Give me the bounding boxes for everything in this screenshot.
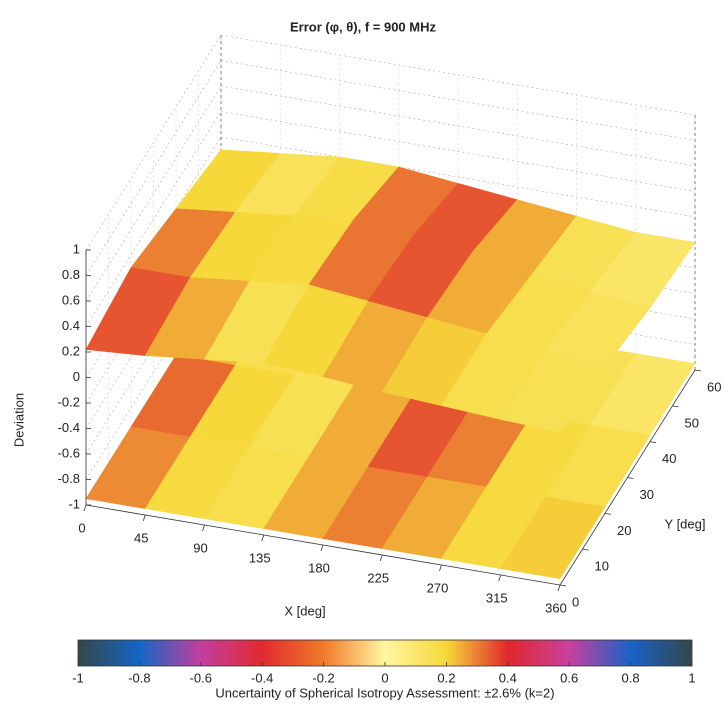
x-tick-label: 225 — [367, 570, 389, 585]
z-tick-label: 0.2 — [62, 343, 80, 358]
x-tick-label: 45 — [134, 530, 148, 545]
y-tick-label: 40 — [662, 451, 676, 466]
x-tick-label: 90 — [193, 540, 207, 555]
colorbar-tick-label: 0.4 — [499, 670, 517, 685]
colorbar-tick-label: 0 — [381, 670, 388, 685]
x-tick — [142, 514, 146, 522]
x-tick — [498, 574, 502, 582]
y-tick — [672, 405, 679, 408]
grid-line — [220, 34, 696, 116]
x-tick — [261, 534, 265, 542]
surface-patch — [500, 496, 606, 579]
z-axis-label: Deviation — [11, 393, 26, 447]
x-tick — [320, 544, 324, 552]
z-tick-label: 0.8 — [62, 267, 80, 282]
x-tick — [557, 584, 561, 592]
z-tick-label: -0.6 — [58, 445, 80, 460]
y-tick — [559, 584, 567, 587]
grid-line — [85, 34, 222, 251]
chart-title: Error (φ, θ), f = 900 MHz — [290, 19, 436, 34]
z-tick-label: 0.6 — [62, 292, 80, 307]
x-tick-label: 315 — [486, 590, 508, 605]
grid-line — [85, 111, 222, 327]
x-tick-label: 135 — [249, 550, 271, 565]
grid-line — [85, 60, 222, 276]
colorbar-tick-label: 1 — [688, 670, 695, 685]
y-tick-label: 60 — [707, 379, 721, 394]
y-tick-label: 50 — [685, 415, 699, 430]
y-tick-label: 10 — [595, 559, 609, 574]
y-tick-label: 30 — [640, 487, 654, 502]
surface-patch — [500, 349, 606, 433]
x-tick — [379, 554, 383, 562]
y-tick-label: 0 — [572, 594, 579, 609]
colorbar-tick-label: 0.2 — [437, 670, 455, 685]
x-tick — [202, 524, 205, 532]
colorbar-tick-label: -1 — [72, 670, 84, 685]
grid-line — [220, 85, 696, 167]
z-tick-label: -0.4 — [58, 420, 80, 435]
colorbar-label: Uncertainty of Spherical Isotropy Assess… — [215, 685, 554, 700]
colorbar-tick-label: -0.6 — [190, 670, 212, 685]
grid-line — [220, 136, 696, 218]
x-axis-label: X [deg] — [284, 603, 325, 618]
colorbar — [77, 639, 693, 667]
y-tick — [649, 441, 657, 444]
x-tick-label: 0 — [78, 520, 85, 535]
colorbar-tick-label: -0.4 — [251, 670, 273, 685]
y-tick — [694, 369, 702, 372]
grid-line — [220, 60, 696, 141]
grid-line — [220, 111, 696, 192]
y-axis-label: Y [deg] — [665, 516, 706, 531]
y-tick — [604, 512, 612, 515]
z-tick-label: 1 — [73, 241, 80, 256]
colorbar-tick-label: -0.8 — [128, 670, 150, 685]
y-tick — [627, 477, 634, 479]
x-tick — [83, 504, 87, 512]
y-tick — [582, 548, 589, 551]
x-tick — [439, 564, 442, 572]
grid-line — [85, 85, 222, 302]
z-tick-label: -1 — [68, 496, 80, 511]
z-tick-label: -0.8 — [58, 471, 80, 486]
x-tick-label: 360 — [545, 600, 567, 615]
x-tick-label: 180 — [308, 560, 330, 575]
z-tick-label: -0.2 — [58, 394, 80, 409]
colorbar-tick-label: 0.6 — [560, 670, 578, 685]
z-tick-label: 0.4 — [62, 318, 80, 333]
z-tick-label: 0 — [73, 369, 80, 384]
colorbar-tick-label: -0.2 — [312, 670, 334, 685]
colorbar-tick-label: 0.8 — [622, 670, 640, 685]
x-tick-label: 270 — [427, 580, 449, 595]
y-tick-label: 20 — [617, 523, 631, 538]
